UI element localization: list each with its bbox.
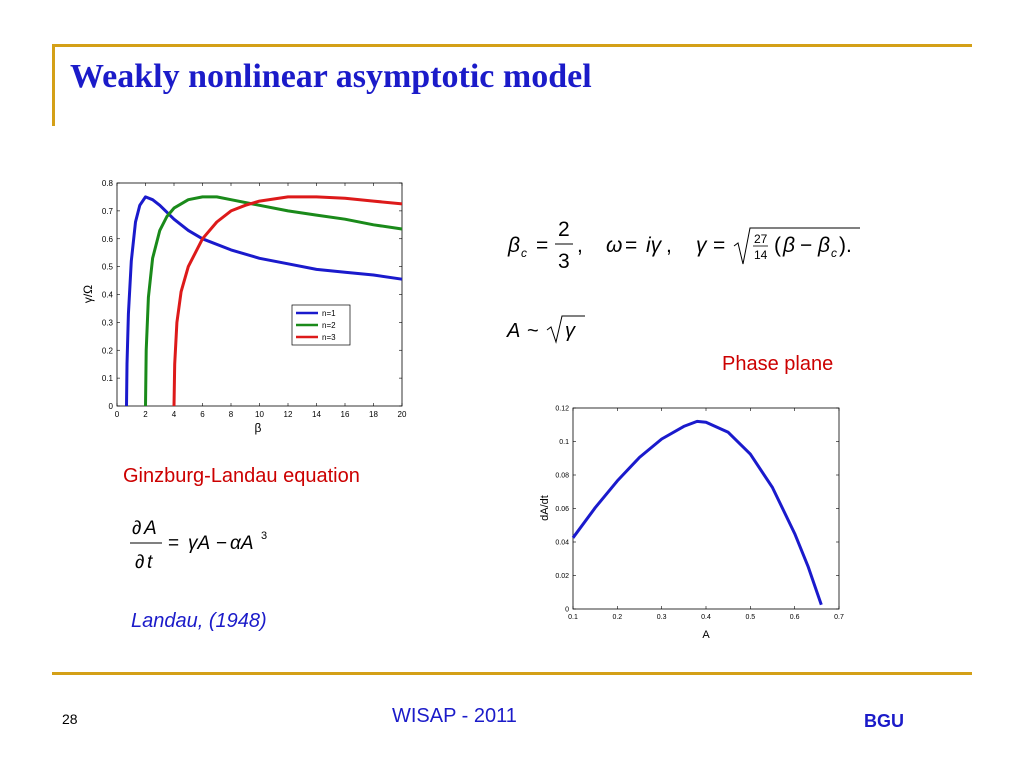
svg-text:3: 3: [558, 250, 570, 273]
x-tick-label: 2: [143, 410, 148, 419]
svg-text:β: β: [817, 234, 830, 257]
x-tick-label: 0.3: [657, 614, 667, 621]
svg-text:β: β: [507, 234, 520, 257]
svg-text:,: ,: [666, 234, 672, 257]
x-tick-label: 18: [369, 410, 378, 419]
legend-label-n1: n=1: [322, 309, 336, 318]
y-tick-label: 0.04: [555, 540, 569, 547]
svg-text:,: ,: [577, 234, 583, 257]
x-tick-label: 4: [172, 410, 177, 419]
svg-text:27: 27: [754, 232, 768, 246]
svg-text:A: A: [143, 518, 157, 539]
x-tick-label: 12: [284, 410, 293, 419]
x-tick-label: 0.5: [745, 614, 755, 621]
svg-text:c: c: [831, 246, 837, 260]
x-tick-label: 0.2: [612, 614, 622, 621]
x-tick-label: 20: [398, 410, 407, 419]
y-tick-label: 0.3: [102, 318, 114, 327]
svg-text:=: =: [713, 234, 725, 257]
phase-plane-label: Phase plane: [722, 353, 834, 375]
y-tick-label: 0: [565, 607, 569, 614]
svg-text:β: β: [782, 234, 795, 257]
y-tick-label: 0.12: [555, 406, 569, 413]
x-tick-label: 14: [312, 410, 321, 419]
series-line-n3: [172, 195, 403, 407]
ginzburg-landau-equation: ∂ A ∂ t = γA − αA 3: [130, 518, 267, 573]
footer-logo-text: BGU: [864, 711, 904, 731]
svg-text:(: (: [774, 234, 781, 257]
x-tick-label: 6: [200, 410, 205, 419]
svg-text:2: 2: [558, 218, 570, 241]
svg-text:γA: γA: [188, 533, 210, 554]
svg-text:γ: γ: [696, 234, 708, 257]
svg-text:αA: αA: [230, 533, 254, 554]
page-number: 28: [62, 711, 78, 727]
y-tick-label: 0.8: [102, 179, 114, 188]
growth-rate-chart: 0 2 4 6 8 10 12 14 16 18 20 0 0.1 0.2 0.3 0.4 0.5 0.6 0.7 0…: [81, 179, 407, 435]
svg-text:−: −: [800, 234, 812, 257]
top-rule: [52, 44, 972, 47]
ginzburg-landau-label: Ginzburg-Landau equation: [123, 465, 360, 487]
y-tick-label: 0.6: [102, 235, 114, 244]
left-rule: [52, 44, 55, 126]
x-tick-label: 0: [115, 410, 120, 419]
x-axis-label: β: [255, 421, 262, 435]
x-tick-label: 0.1: [568, 614, 578, 621]
series-line-n2: [144, 195, 403, 407]
svg-text:∂: ∂: [132, 518, 141, 539]
svg-text:=: =: [536, 234, 548, 257]
y-tick-label: 0.2: [102, 346, 114, 355]
plot-area: [116, 182, 403, 407]
x-tick-label: 0.4: [701, 614, 711, 621]
y-axis-label: γ/Ω: [81, 285, 95, 303]
y-tick-label: 0.06: [555, 506, 569, 513]
y-tick-label: 0.1: [102, 374, 114, 383]
svg-text:A: A: [506, 320, 520, 342]
x-tick-label: 10: [255, 410, 264, 419]
landau-reference: Landau, (1948): [131, 610, 267, 632]
y-axis-label: dA/dt: [539, 495, 551, 521]
bottom-rule: [52, 672, 972, 675]
svg-text:iγ: iγ: [646, 234, 663, 257]
svg-text:~: ~: [527, 320, 539, 342]
svg-text:γ: γ: [565, 320, 576, 342]
y-tick-label: 0.4: [102, 291, 114, 300]
x-tick-label: 0.6: [790, 614, 800, 621]
slide-title: Weakly nonlinear asymptotic model: [70, 58, 592, 95]
phase-plane-chart: 0.1 0.2 0.3 0.4 0.5 0.6 0.7 0 0.02 0.04 0.06 0.08 0.…: [539, 406, 844, 642]
y-tick-label: 0: [109, 402, 114, 411]
y-tick-label: 0.1: [559, 439, 569, 446]
svg-text:∂: ∂: [135, 552, 144, 573]
svg-text:=: =: [168, 533, 179, 554]
svg-text:=: =: [625, 234, 637, 257]
y-tick-label: 0.02: [555, 573, 569, 580]
svg-text:ω: ω: [606, 234, 622, 257]
amplitude-scaling-equation: A ~ γ: [506, 315, 585, 344]
x-tick-label: 16: [341, 410, 350, 419]
series-line-n1: [125, 195, 403, 407]
footer-conference: WISAP - 2011: [392, 705, 517, 727]
svg-text:t: t: [147, 552, 153, 573]
y-tick-label: 0.7: [102, 207, 114, 216]
x-tick-label: 0.7: [834, 614, 844, 621]
svg-text:c: c: [521, 246, 527, 260]
x-axis-label: A: [702, 629, 710, 641]
svg-text:−: −: [216, 533, 227, 554]
x-tick-label: 8: [229, 410, 234, 419]
plot-area: [572, 407, 840, 610]
y-tick-label: 0.08: [555, 473, 569, 480]
legend-label-n3: n=3: [322, 333, 336, 342]
svg-text:14: 14: [754, 248, 768, 262]
legend: n=1 n=2 n=3: [291, 304, 351, 346]
legend-label-n2: n=2: [322, 321, 336, 330]
y-tick-label: 0.5: [102, 263, 114, 272]
series-line-1: [571, 419, 823, 606]
svg-text:).: ).: [839, 234, 852, 257]
svg-text:3: 3: [261, 530, 267, 542]
critical-parameters-equation: β c = 2 3 , ω = iγ , γ = 27 14 ( β − β c…: [507, 218, 860, 273]
